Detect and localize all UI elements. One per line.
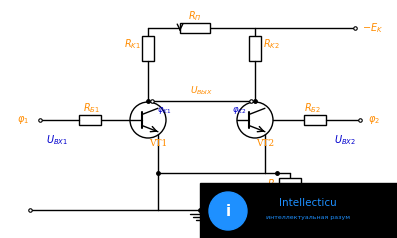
Bar xyxy=(279,178,301,190)
Text: VT2: VT2 xyxy=(256,139,274,148)
Text: $R_Э$: $R_Э$ xyxy=(267,177,281,191)
Text: $-E_K$: $-E_K$ xyxy=(362,21,384,35)
Text: Intellecticu: Intellecticu xyxy=(279,198,337,208)
Circle shape xyxy=(237,102,273,138)
Text: $+E_K$: $+E_K$ xyxy=(299,191,321,205)
Circle shape xyxy=(209,192,247,230)
Text: $U_{ВХ1}$: $U_{ВХ1}$ xyxy=(46,133,68,147)
Text: i: i xyxy=(225,203,231,218)
Bar xyxy=(180,23,210,33)
Text: $R_{K2}$: $R_{K2}$ xyxy=(262,38,279,51)
Text: $R_П$: $R_П$ xyxy=(188,9,202,23)
Text: $R_{Б2}$: $R_{Б2}$ xyxy=(304,101,322,115)
Text: $\varphi_1$: $\varphi_1$ xyxy=(17,114,29,126)
Text: $\varphi_{K2}$: $\varphi_{K2}$ xyxy=(232,104,246,115)
Circle shape xyxy=(130,102,166,138)
Text: $\varphi_2$: $\varphi_2$ xyxy=(368,114,380,126)
Text: $U_{ВХ2}$: $U_{ВХ2}$ xyxy=(334,133,356,147)
Bar xyxy=(200,183,397,238)
Text: интеллектуальная разум: интеллектуальная разум xyxy=(266,215,350,220)
Text: $\varphi_{K1}$: $\varphi_{K1}$ xyxy=(157,104,171,115)
Bar xyxy=(304,115,326,125)
Text: $R_{Б1}$: $R_{Б1}$ xyxy=(83,101,100,115)
Text: $R_{K1}$: $R_{K1}$ xyxy=(123,38,141,51)
Text: VT1: VT1 xyxy=(149,139,167,148)
Bar xyxy=(79,115,101,125)
Bar xyxy=(142,36,154,61)
Bar xyxy=(249,36,261,61)
Text: $U_{ВЫХ}$: $U_{ВЫХ}$ xyxy=(190,85,213,97)
